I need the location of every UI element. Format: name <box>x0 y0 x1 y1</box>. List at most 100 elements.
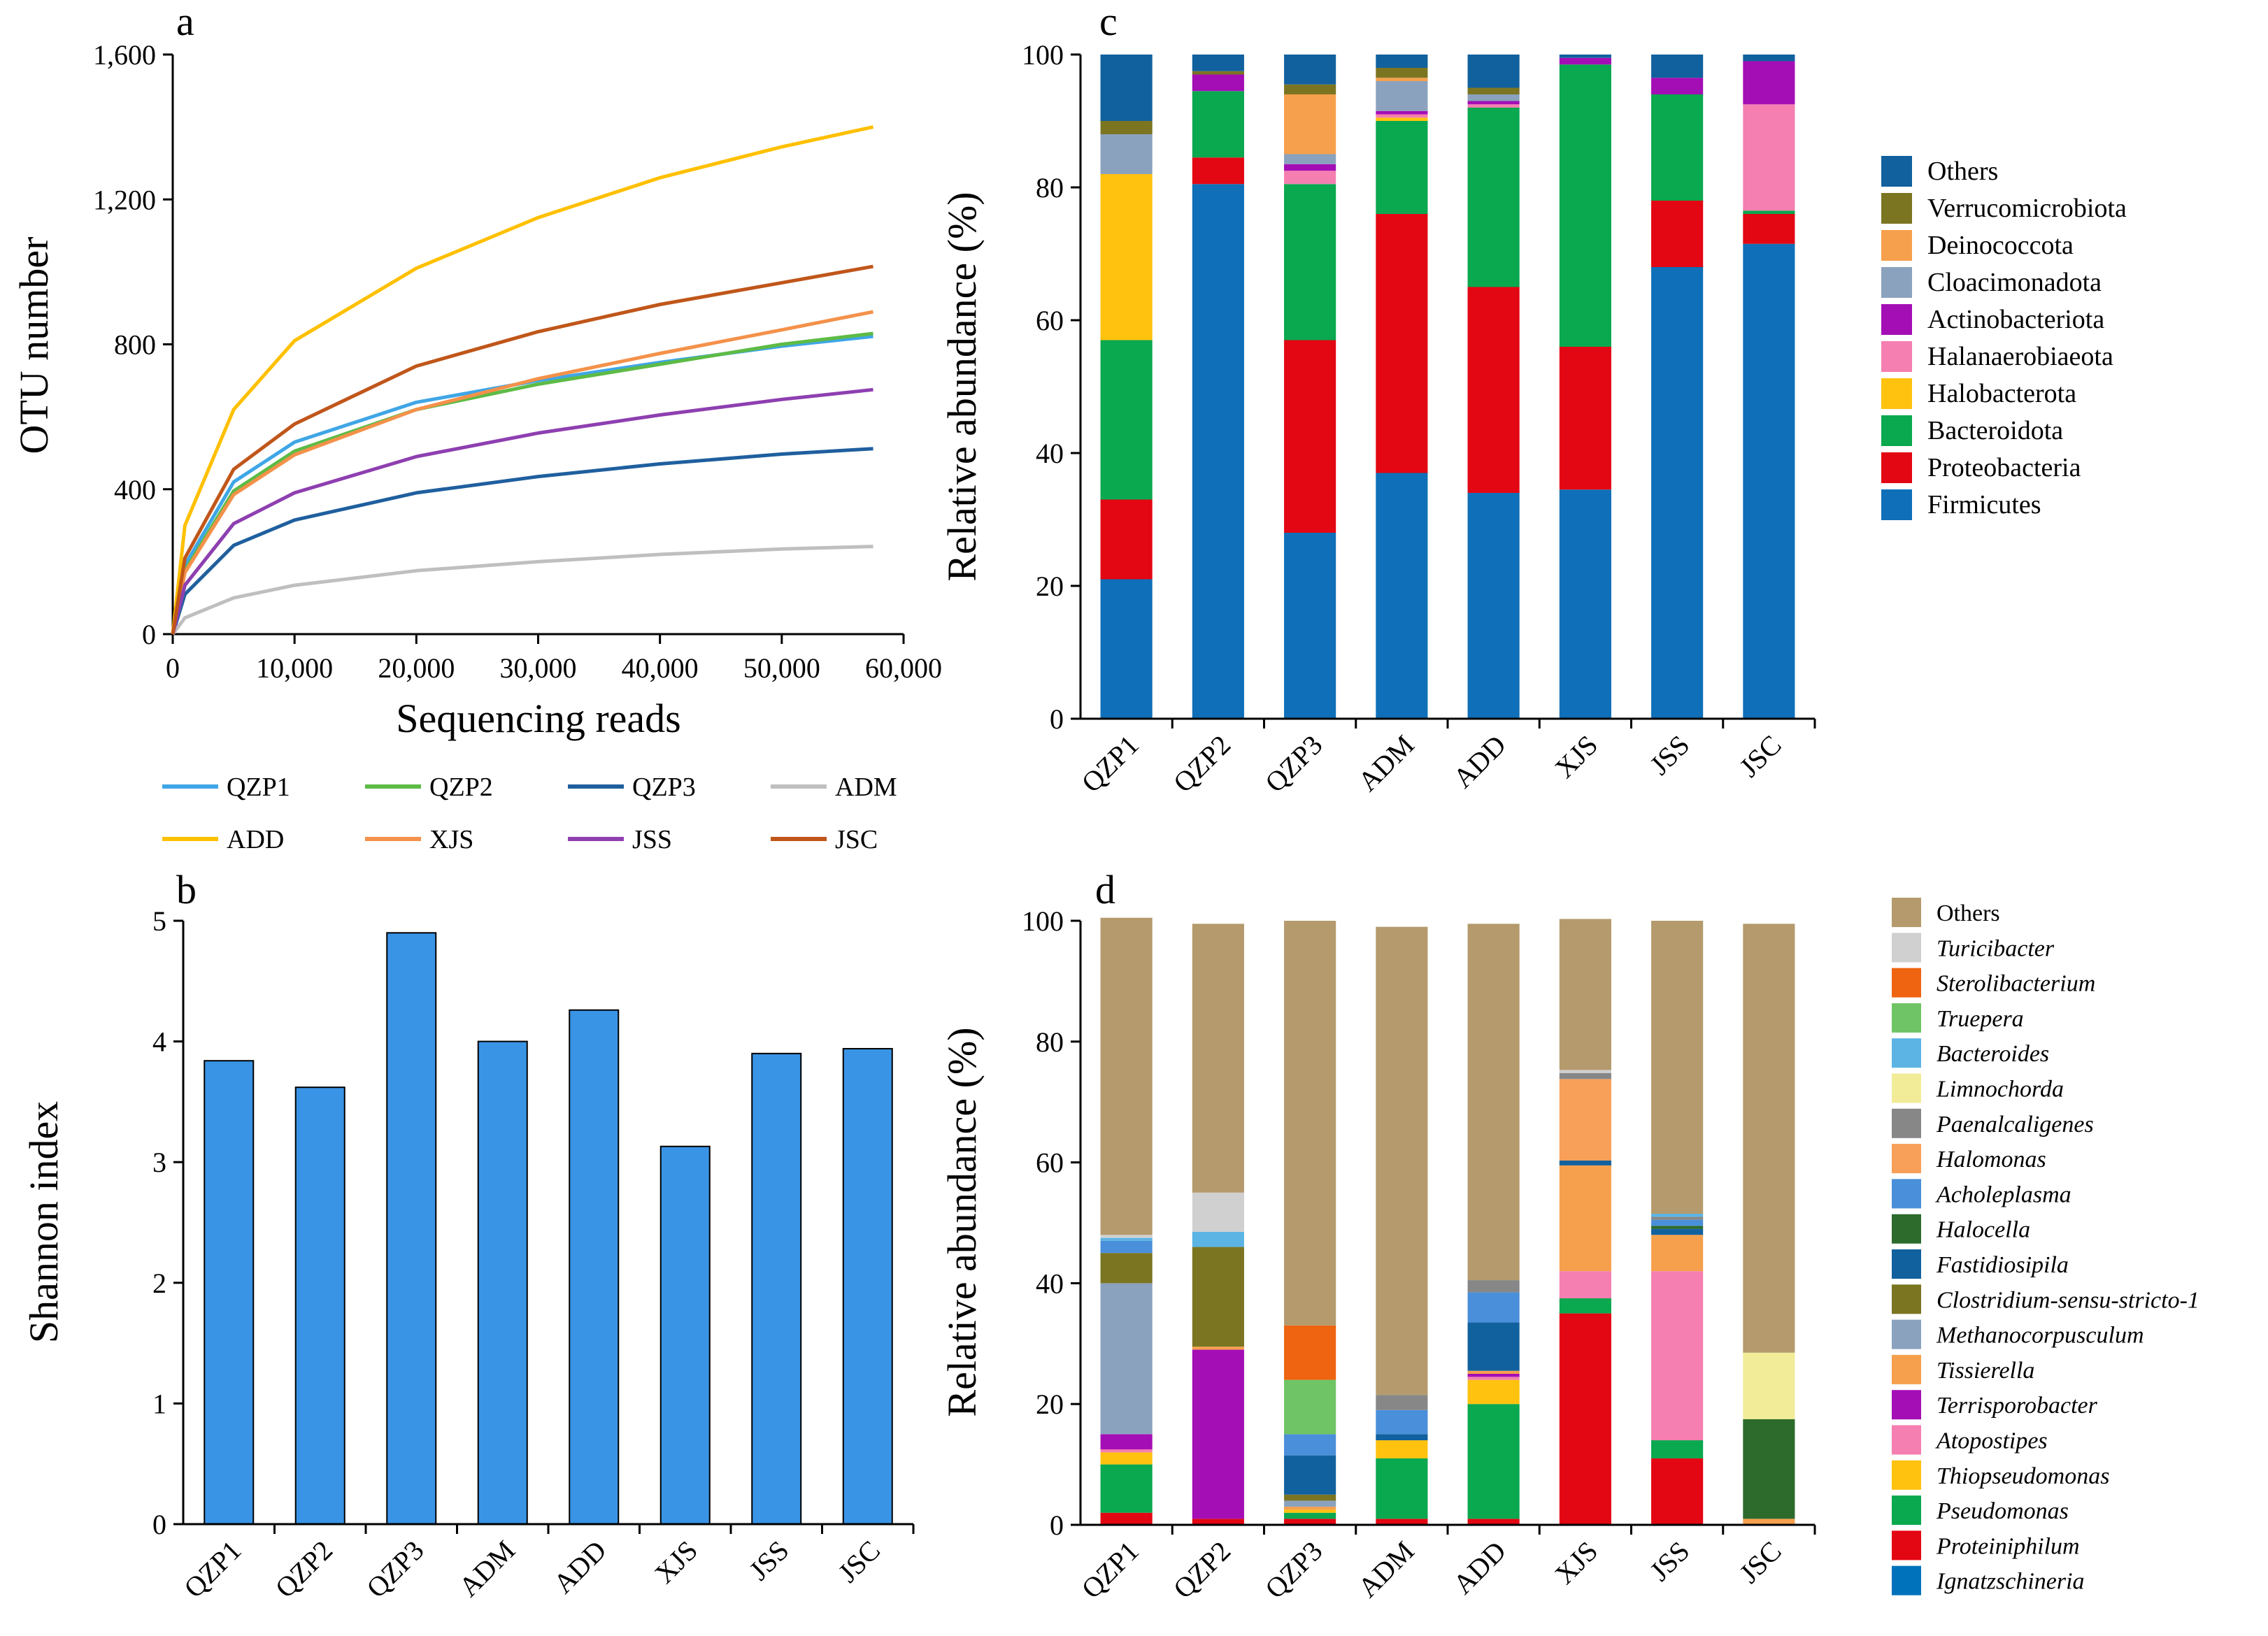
bar-segment-ADD-Bacteroidota <box>1467 108 1520 287</box>
bar-segment-ADD-Actinobacteriota <box>1467 101 1520 105</box>
legend-label: Halanaerobiaeota <box>1927 342 2113 371</box>
y-axis-b: 0 1 2 3 4 5 <box>152 905 185 1540</box>
legend-label: Deinococcota <box>1927 231 2074 260</box>
x-tick-label: ADM <box>452 1535 521 1603</box>
y-tick-label: 40 <box>1036 438 1064 469</box>
x-tick-label: QZP3 <box>1259 729 1328 798</box>
bar-segment-QZP1-Proteiniphilum <box>1100 1512 1153 1525</box>
bar-segment-QZP1-Thiopseudomonas <box>1100 1452 1153 1465</box>
series-line-ADM <box>171 545 873 636</box>
bar-segment-QZP2-Proteobacteria <box>1192 157 1244 185</box>
bar-segment-QZP3-Tissierella <box>1284 1507 1336 1510</box>
y-tick-label: 60 <box>1036 305 1064 336</box>
x-tick-label: JSS <box>743 1535 794 1586</box>
bar-JSC <box>842 1047 893 1526</box>
legend-label: Others <box>1927 157 1998 186</box>
bar-segment-JSC-Limnochorda <box>1743 1352 1795 1419</box>
bar-JSS <box>751 1052 802 1525</box>
legend-label: Acholeplasma <box>1935 1182 2071 1207</box>
x-tick-label: QZP3 <box>360 1535 429 1604</box>
legend-swatch <box>1892 1144 1921 1174</box>
legend-label: Atopostipes <box>1935 1428 2048 1454</box>
legend-label: Bacteroides <box>1937 1041 2049 1067</box>
legend-label: XJS <box>429 825 473 854</box>
bar-segment-QZP2-Actinobacteriota <box>1192 74 1244 92</box>
panel-label-c: c <box>1099 0 1118 44</box>
bar-segment-QZP3-Verrucomicrobiota <box>1284 84 1336 94</box>
bar-segment-XJS-Atopostipes <box>1559 1271 1611 1298</box>
legend-swatch <box>1881 156 1912 187</box>
y-tick-label: 100 <box>1022 39 1064 71</box>
y-tick-label: 1,600 <box>93 39 156 71</box>
bar-segment-XJS-Others <box>1559 55 1611 58</box>
bar-segment-QZP3-Others <box>1284 921 1336 1326</box>
legend-label: Proteiniphilum <box>1936 1533 2080 1559</box>
legend-label: Verrucomicrobiota <box>1927 194 2127 223</box>
x-tick-label: JSS <box>1643 1535 1695 1587</box>
bar-segment-ADM-Halanaerobiaeota <box>1376 114 1428 118</box>
legend-label: Cloacimonadota <box>1927 268 2102 297</box>
legend-label: Bacteroidota <box>1927 416 2063 445</box>
bar-ADD <box>569 1009 620 1525</box>
x-tick-label: QZP1 <box>178 1535 247 1604</box>
legend-swatch <box>1892 933 1921 963</box>
bar-segment-ADM-Proteiniphilum <box>1376 1519 1428 1525</box>
bar-segment-JSS-Fastidiosipila <box>1651 1228 1704 1235</box>
bar-segment-QZP3-Actinobacteriota <box>1284 164 1336 171</box>
bar-segment-JSS-Others <box>1651 55 1704 78</box>
legend-label: Thiopseudomonas <box>1937 1463 2109 1489</box>
bar-segment-ADM-Cloacimonadota <box>1376 81 1428 111</box>
y-tick-label: 800 <box>114 329 156 361</box>
x-tick-label: ADD <box>548 1535 613 1600</box>
bar-segment-QZP1-Terrisporobacter <box>1100 1434 1153 1449</box>
series-line-JSS <box>171 387 873 635</box>
bar-segment-QZP3-Thiopseudomonas <box>1284 1509 1336 1513</box>
bar-segment-QZP1-Others <box>1100 917 1153 1235</box>
bar-segment-ADM-Bacteroidota <box>1376 121 1428 214</box>
bar-segment-QZP1-Bacteroides <box>1100 1237 1153 1241</box>
bar-segment-QZP2-Turicibacter <box>1192 1192 1244 1232</box>
bar-segment-XJS-Pseudomonas <box>1559 1298 1611 1314</box>
legend-label: Actinobacteriota <box>1927 305 2104 334</box>
bar-segment-QZP1-Clostridium-sensu-stricto-1 <box>1100 1253 1153 1284</box>
bar-segment-ADD-Cloacimonadota <box>1467 94 1520 101</box>
bar-segment-QZP1-Turicibacter <box>1100 1235 1153 1238</box>
bar-segment-ADM-Firmicutes <box>1376 473 1428 719</box>
bar-segment-JSC-Tissierella <box>1743 1519 1795 1525</box>
legend-swatch <box>1892 1495 1921 1526</box>
bar-segment-QZP3-Firmicutes <box>1284 533 1336 719</box>
bar-segment-XJS-Bacteroidota <box>1559 64 1611 347</box>
bar-segment-ADM-Proteobacteria <box>1376 214 1428 473</box>
legend-swatch <box>1881 489 1912 520</box>
legend-label: Paenalcaligenes <box>1936 1112 2094 1138</box>
y-axis-title: Shannon index <box>21 1101 66 1343</box>
bar-segment-JSS-Proteiniphilum <box>1651 1458 1704 1525</box>
legend-label: ADD <box>227 825 284 854</box>
bar-segment-QZP1-Halobacterota <box>1100 174 1153 340</box>
bar-segment-QZP2-Clostridium-sensu-stricto-1 <box>1192 1247 1244 1347</box>
bar-segment-QZP2-Firmicutes <box>1192 184 1244 719</box>
bar-segment-ADM-Verrucomicrobiota <box>1376 68 1428 78</box>
x-tick-label: QZP3 <box>1259 1535 1328 1605</box>
bar-segment-ADM-Others <box>1376 55 1428 68</box>
panel-label-a: a <box>176 0 194 44</box>
bar-segment-QZP3-Clostridium-sensu-stricto-1 <box>1284 1494 1336 1501</box>
legend-swatch <box>1881 452 1912 483</box>
bar-segment-XJS-Actinobacteriota <box>1559 57 1611 65</box>
x-axis-a: 0 10,000 20,000 30,000 40,000 50,000 60,000 <box>166 633 942 684</box>
bar-segment-QZP1-Others <box>1100 55 1153 121</box>
bar-segment-XJS-Firmicutes <box>1559 489 1611 719</box>
bar-segment-QZP3-Truepera <box>1284 1379 1336 1435</box>
legend-label: QZP1 <box>227 773 290 802</box>
bar-segment-JSS-Pseudomonas <box>1651 1440 1704 1458</box>
x-tick-label: ADD <box>1447 729 1512 794</box>
bar-segment-QZP2-Proteiniphilum <box>1192 1519 1244 1525</box>
bar-segment-ADM-Actinobacteriota <box>1376 110 1428 115</box>
bar-segment-ADD-Firmicutes <box>1467 493 1520 719</box>
legend-label: Ignatzschineria <box>1936 1569 2085 1595</box>
x-tick-label: JSS <box>1643 729 1695 781</box>
x-tick-label: QZP2 <box>1167 729 1236 798</box>
x-axis-c: QZP1 QZP2 QZP3 ADM ADD XJS JSS JSC <box>1076 717 1816 798</box>
bar-segment-QZP3-Methanocorpusculum <box>1284 1500 1336 1507</box>
